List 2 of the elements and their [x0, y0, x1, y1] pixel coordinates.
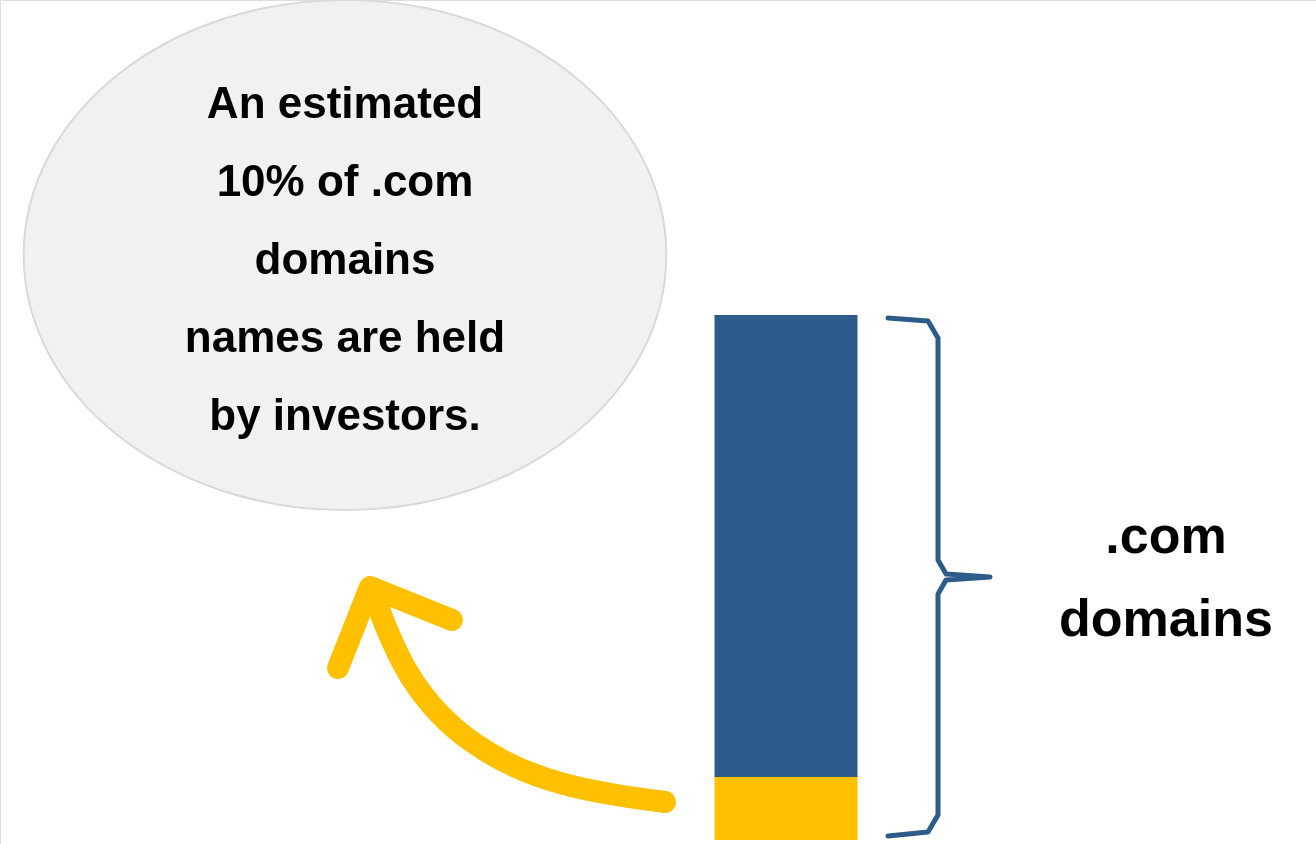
text: An estimated 10% of .com domains names are held by investors.: [184, 78, 506, 439]
text: .com domains: [1059, 506, 1273, 647]
